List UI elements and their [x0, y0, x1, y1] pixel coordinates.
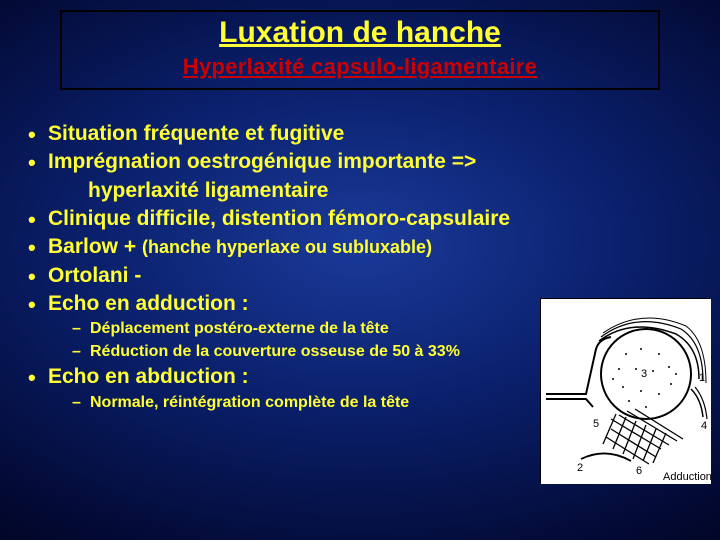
- bullet-item: Clinique difficile, distention fémoro-ca…: [28, 205, 720, 233]
- main-bullet-list: Situation fréquente et fugitive Imprégna…: [28, 120, 720, 177]
- bullet-continuation: hyperlaxité ligamentaire: [28, 177, 720, 205]
- bullet-item: Situation fréquente et fugitive: [28, 120, 720, 148]
- svg-text:2: 2: [577, 462, 583, 474]
- bullet-item: Barlow + (hanche hyperlaxe ou subluxable…: [28, 233, 720, 261]
- bullet-item: Imprégnation oestrogénique importante =>: [28, 148, 720, 176]
- slide-subtitle: Hyperlaxité capsulo-ligamentaire: [62, 54, 658, 80]
- bullet-item: Ortolani -: [28, 262, 720, 290]
- svg-text:4: 4: [701, 420, 707, 432]
- bullet-text: Barlow +: [48, 235, 142, 258]
- svg-text:3: 3: [641, 368, 647, 380]
- svg-text:1: 1: [699, 372, 705, 384]
- svg-text:6: 6: [636, 465, 642, 477]
- svg-text:5: 5: [593, 418, 599, 430]
- title-box: Luxation de hanche Hyperlaxité capsulo-l…: [60, 10, 660, 90]
- slide-title: Luxation de hanche: [62, 16, 658, 50]
- figure-caption: Adduction: [663, 471, 711, 483]
- hip-diagram-svg: 3 1 4 5 2 6 Adduction: [541, 299, 711, 484]
- hip-diagram-figure: 3 1 4 5 2 6 Adduction: [540, 298, 710, 483]
- bullet-paren: (hanche hyperlaxe ou subluxable): [142, 237, 432, 257]
